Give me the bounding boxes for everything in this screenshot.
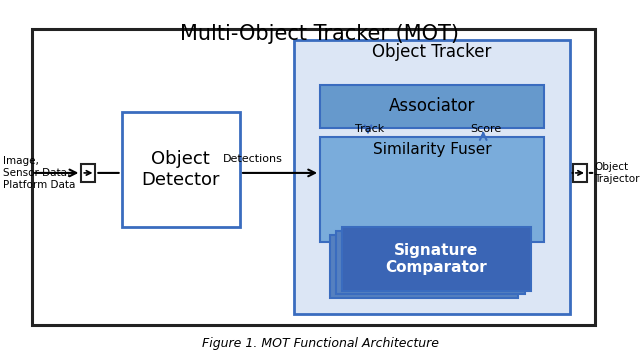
Text: Object
Detector: Object Detector [141,150,220,189]
Text: Object
Trajectories: Object Trajectories [594,162,640,184]
FancyBboxPatch shape [81,164,95,182]
FancyBboxPatch shape [294,40,570,314]
Text: Associator: Associator [389,97,475,116]
FancyBboxPatch shape [320,85,544,128]
Text: Object Tracker: Object Tracker [372,43,492,61]
Text: Detections: Detections [223,154,283,164]
Text: Score: Score [470,124,502,134]
FancyBboxPatch shape [122,112,240,227]
FancyBboxPatch shape [32,29,595,325]
FancyBboxPatch shape [320,137,544,242]
FancyBboxPatch shape [342,227,531,291]
Text: Signature
Comparator: Signature Comparator [386,243,487,275]
FancyBboxPatch shape [330,235,518,298]
Text: Similarity Fuser: Similarity Fuser [372,142,492,157]
FancyBboxPatch shape [336,231,525,294]
Text: Image,
Sensor Data,
Platform Data: Image, Sensor Data, Platform Data [3,156,76,190]
FancyBboxPatch shape [573,164,587,182]
Text: Track: Track [355,124,384,134]
Text: Multi-Object Tracker (MOT): Multi-Object Tracker (MOT) [180,24,460,44]
Text: Figure 1. MOT Functional Architecture: Figure 1. MOT Functional Architecture [202,337,438,350]
